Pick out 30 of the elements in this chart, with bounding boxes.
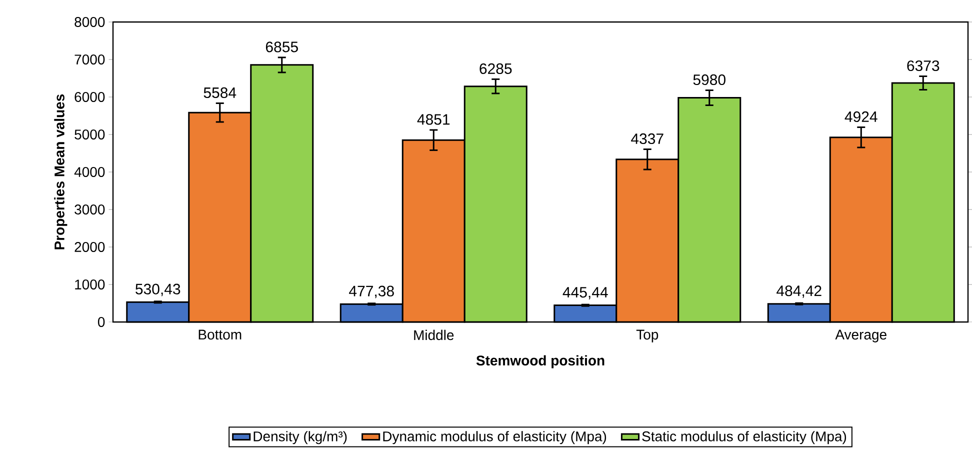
legend-label: Static modulus of elasticity (Mpa) [642,431,846,444]
data-label: 530,43 [136,284,180,296]
x-tick-label: Bottom [198,330,242,340]
y-tick-label: 0 [98,317,105,327]
legend-label: Density (kg/m³) [254,431,347,444]
x-axis-title: Stemwood position [476,355,604,368]
data-label: 5584 [204,87,236,98]
y-tick-label: 2000 [74,242,105,252]
y-tick-label: 8000 [74,17,105,27]
data-label: 4337 [631,133,664,144]
legend-label: Dynamic modulus of elasticity (Mpa) [383,431,606,444]
y-tick-label: 3000 [74,204,105,214]
data-label: 6373 [907,60,940,72]
y-axis-title: Properties Mean values [54,94,68,250]
y-tick-label: 7000 [74,54,105,64]
data-label: 6855 [266,42,298,52]
data-label: 6285 [480,63,512,74]
x-tick-label: Average [835,330,886,342]
x-tick-label: Top [636,330,658,342]
data-label: 484,42 [776,285,822,298]
data-label: 477,38 [349,286,394,298]
y-tick-label: 6000 [74,92,105,102]
data-label: 4851 [417,114,450,125]
y-tick-label: 5000 [74,130,105,140]
y-tick-label: 1000 [75,280,105,290]
x-tick-label: Middle [414,330,454,340]
y-tick-label: 4000 [74,167,105,177]
data-label: 445,44 [562,287,608,300]
data-label: 4924 [844,111,878,122]
data-label: 5980 [693,74,726,86]
